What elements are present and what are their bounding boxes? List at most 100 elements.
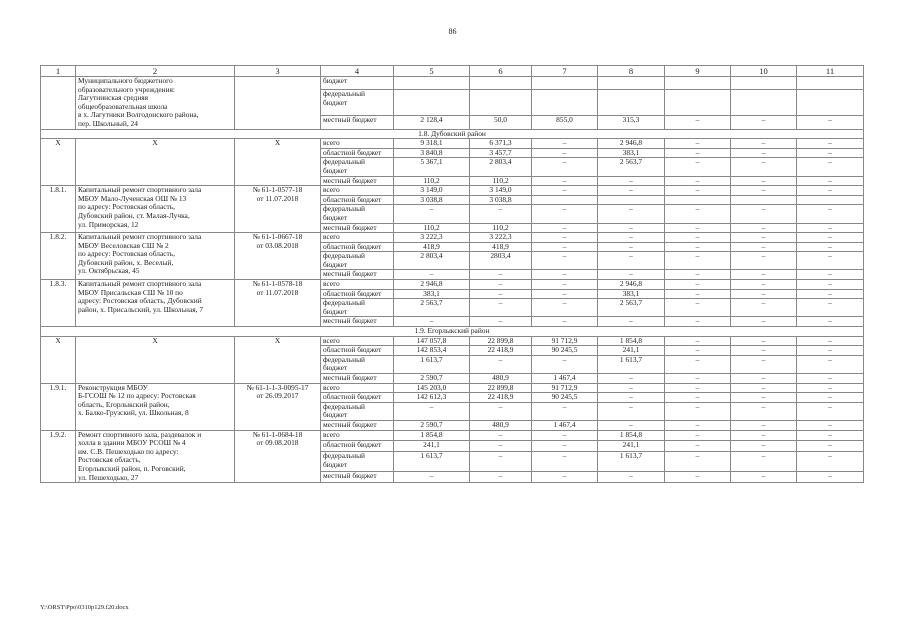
value-cell: 110,2 <box>393 175 470 187</box>
value-cell: 2 946,8 <box>597 138 665 149</box>
value-cell: – <box>597 471 665 484</box>
value-cell: – <box>730 401 797 421</box>
value-cell: – <box>796 429 864 442</box>
value-cell: – <box>531 316 598 328</box>
budget-type: федеральный бюджет <box>320 251 394 271</box>
table-row: федеральный бюджет – – – – – – – <box>41 401 864 421</box>
value-cell: – <box>393 204 470 224</box>
contract-number: X <box>234 335 321 384</box>
value-cell: – <box>730 147 797 159</box>
value-cell <box>531 194 598 206</box>
value-cell: 241,1 <box>597 345 665 356</box>
table-row: областной бюджет 142 853,4 22 418,9 90 245,… <box>41 345 864 356</box>
budget-type: местный бюджет <box>320 316 394 328</box>
value-cell: 147 057,8 <box>393 335 470 347</box>
value-cell: 1 854,8 <box>597 429 665 442</box>
value-cell <box>393 75 470 91</box>
value-cell: – <box>664 382 731 394</box>
value-cell <box>531 75 598 91</box>
object-name: Муниципального бюджетного образовательно… <box>75 76 235 130</box>
value-cell: – <box>469 316 532 328</box>
value-cell: – <box>796 279 864 290</box>
value-cell: 110,2 <box>469 175 532 187</box>
value-cell: 9 318,1 <box>393 138 470 149</box>
value-cell: – <box>730 392 797 403</box>
column-header: 8 <box>597 65 665 77</box>
value-cell <box>469 75 532 91</box>
budget-type: всего <box>320 279 394 290</box>
contract-number <box>234 76 321 130</box>
value-cell: – <box>796 222 864 234</box>
budget-type: областной бюджет <box>320 440 394 453</box>
value-cell: – <box>796 298 864 318</box>
value-cell: – <box>796 354 864 375</box>
budget-type: местный бюджет <box>320 373 394 384</box>
value-cell: – <box>469 298 532 318</box>
value-cell: 1 613,7 <box>597 354 665 375</box>
budget-type: местный бюджет <box>320 419 394 431</box>
section-row: 1.9. Егорлыкский район <box>40 326 864 337</box>
value-cell: – <box>531 451 598 473</box>
value-cell: – <box>796 316 864 328</box>
row-number: X <box>40 335 76 384</box>
value-cell: – <box>796 157 864 177</box>
value-cell <box>393 89 470 117</box>
value-cell: – <box>730 451 797 473</box>
value-cell: – <box>664 316 731 328</box>
value-cell: – <box>730 185 797 196</box>
table-row: Муниципального бюджетного образовательно… <box>40 75 864 130</box>
value-cell: – <box>664 288 731 300</box>
value-cell: 142 612,3 <box>393 392 470 403</box>
row-number <box>40 76 76 130</box>
value-cell: – <box>730 204 797 224</box>
value-cell <box>597 75 665 91</box>
value-cell: 383,1 <box>393 288 470 300</box>
table-row: местный бюджет 2 590,7 480,9 1 467,4– – – – <box>41 373 864 384</box>
value-cell: – <box>796 373 864 384</box>
budget-type: федеральный бюджет <box>320 451 394 473</box>
budget-type: местный бюджет <box>320 115 394 130</box>
value-cell: – <box>664 440 731 453</box>
row-number: 1.8.3. <box>40 279 76 328</box>
value-cell: – <box>664 401 731 421</box>
value-cell: 110,2 <box>393 222 470 234</box>
value-cell: – <box>730 232 797 243</box>
value-cell: – <box>664 269 731 281</box>
value-cell <box>531 89 598 117</box>
table-row: местный бюджет 110,2 110,2– – – – – <box>41 175 864 187</box>
value-cell: – <box>730 298 797 318</box>
value-cell: – <box>664 232 731 243</box>
value-cell <box>730 75 797 91</box>
column-header: 11 <box>796 65 864 77</box>
object-name: Реконструкция МБОУ Б-ГСОШ № 12 по адресу… <box>75 382 235 431</box>
value-cell: 2 590,7 <box>393 419 470 431</box>
column-header: 2 <box>75 65 235 77</box>
value-cell: – <box>531 288 598 300</box>
value-cell: – <box>664 204 731 224</box>
budget-type: федеральный бюджет <box>320 204 394 224</box>
budget-type: всего <box>320 429 394 442</box>
value-cell: – <box>730 222 797 234</box>
contract-number: № 61-1-0684-18 от 09.08.2018 <box>234 429 321 484</box>
value-cell <box>664 194 731 206</box>
value-cell: – <box>664 373 731 384</box>
value-cell: – <box>597 392 665 403</box>
value-cell: 3 222,3 <box>393 232 470 243</box>
value-cell: – <box>597 373 665 384</box>
value-cell: – <box>664 115 731 130</box>
value-cell: – <box>531 471 598 484</box>
budget-type: федеральный бюджет <box>320 89 394 117</box>
value-cell: 315,3 <box>597 115 665 130</box>
section-title: 1.8. Дубовский район <box>40 128 864 140</box>
budget-type: федеральный бюджет <box>320 157 394 177</box>
row-number: 1.8.1. <box>40 185 76 234</box>
value-cell: – <box>796 115 864 130</box>
value-cell: – <box>796 251 864 271</box>
value-cell: – <box>664 345 731 356</box>
value-cell: – <box>664 251 731 271</box>
object-name: X <box>75 335 235 384</box>
table-row: областной бюджет 418,9 418,9– – – – – <box>41 241 864 253</box>
value-cell: – <box>796 382 864 394</box>
value-cell: – <box>730 440 797 453</box>
value-cell: 91 712,9 <box>531 335 598 347</box>
